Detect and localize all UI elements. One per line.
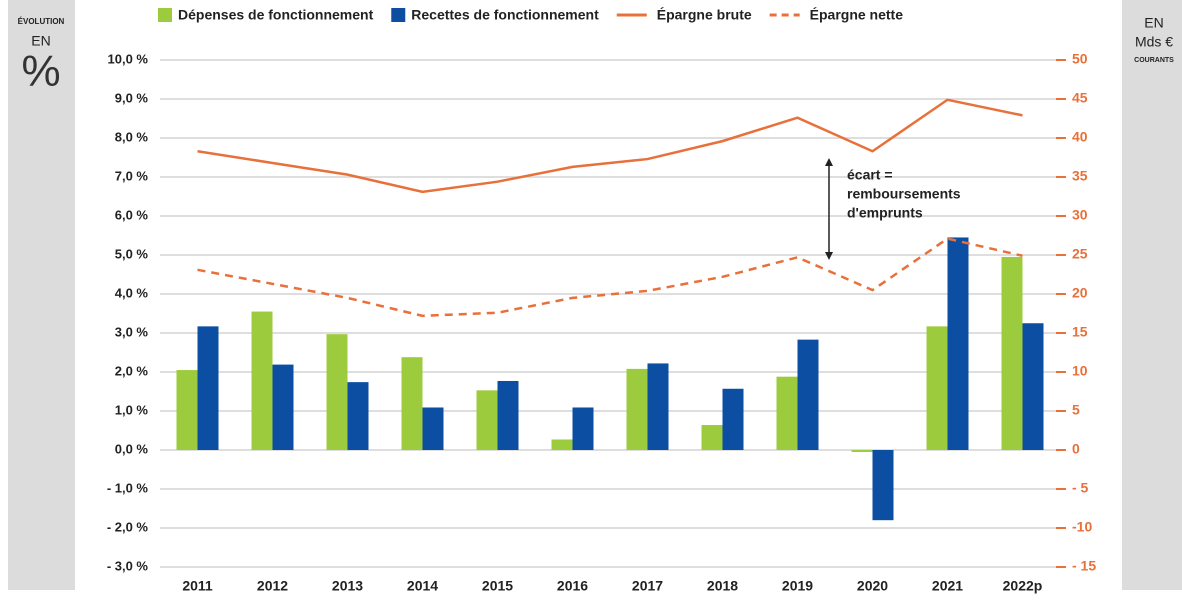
y-tick-label: 9,0 % <box>115 90 149 105</box>
x-tick-label: 2022p <box>1003 578 1043 594</box>
y-tick-label: - 1,0 % <box>107 480 149 495</box>
legend-label: Épargne brute <box>657 7 752 23</box>
bar <box>776 376 798 450</box>
y2-tick-label: 40 <box>1072 129 1088 145</box>
y-tick-label: 10,0 % <box>108 51 149 66</box>
y2-label-line: COURANTS <box>1134 57 1174 64</box>
line <box>197 237 1023 318</box>
bar <box>251 311 273 450</box>
bar <box>497 380 519 450</box>
bar <box>947 237 969 450</box>
y-tick-label: 5,0 % <box>115 246 149 261</box>
legend-label: Dépenses de fonctionnement <box>178 7 374 23</box>
bar <box>401 357 423 450</box>
y-label-line: ÉVOLUTION <box>18 17 65 26</box>
y-tick-label: 3,0 % <box>115 324 149 339</box>
y-tick-label: 6,0 % <box>115 207 149 222</box>
bar <box>197 326 219 450</box>
y2-tick-label: 20 <box>1072 285 1088 301</box>
y2-label-line: EN <box>1144 15 1163 31</box>
bar <box>272 364 294 450</box>
y2-tick-label: -10 <box>1072 519 1092 535</box>
bar <box>626 368 648 450</box>
y2-tick-label: 0 <box>1072 441 1080 457</box>
y2-tick-label: - 15 <box>1072 558 1096 574</box>
x-tick-label: 2021 <box>932 578 963 594</box>
x-tick-label: 2014 <box>407 578 438 594</box>
bar <box>701 425 723 450</box>
x-tick-label: 2017 <box>632 578 663 594</box>
y-tick-label: 8,0 % <box>115 129 149 144</box>
y-tick-label: 2,0 % <box>115 363 149 378</box>
y2-tick-label: - 5 <box>1072 480 1089 496</box>
x-tick-label: 2016 <box>557 578 588 594</box>
y2-tick-label: 30 <box>1072 207 1088 223</box>
x-tick-label: 2013 <box>332 578 363 594</box>
x-tick-label: 2019 <box>782 578 813 594</box>
line <box>197 98 1023 194</box>
y-tick-label: 1,0 % <box>115 402 149 417</box>
bar <box>176 370 198 450</box>
left-panel <box>8 0 75 590</box>
x-tick-label: 2015 <box>482 578 513 594</box>
y2-tick-label: 25 <box>1072 246 1088 262</box>
y2-label-line: Mds € <box>1135 34 1173 50</box>
y2-tick-label: 15 <box>1072 324 1088 340</box>
bar <box>551 439 573 450</box>
bar <box>851 450 873 452</box>
x-tick-label: 2012 <box>257 578 288 594</box>
bar <box>1022 323 1044 450</box>
y2-tick-label: 45 <box>1072 90 1088 106</box>
legend-label: Épargne nette <box>810 7 904 23</box>
x-tick-label: 2011 <box>182 578 213 594</box>
y2-tick-label: 50 <box>1072 51 1088 67</box>
y-tick-label: 7,0 % <box>115 168 149 183</box>
legend-label: Recettes de fonctionnement <box>411 7 599 23</box>
y-tick-label: 0,0 % <box>115 441 149 456</box>
x-tick-label: 2018 <box>707 578 738 594</box>
y-tick-label: - 3,0 % <box>107 558 149 573</box>
x-tick-label: 2020 <box>857 578 888 594</box>
bar <box>647 363 669 450</box>
y2-tick-label: 35 <box>1072 168 1088 184</box>
legend-swatch <box>391 8 406 22</box>
y-tick-label: 4,0 % <box>115 285 149 300</box>
annotation-text: écart = <box>847 167 893 183</box>
bar <box>326 334 348 450</box>
annotation-text: remboursements <box>847 186 961 202</box>
y-tick-label: - 2,0 % <box>107 519 149 534</box>
bar <box>926 326 948 450</box>
y2-tick-label: 10 <box>1072 363 1088 379</box>
bar <box>347 382 369 450</box>
bar <box>797 339 819 450</box>
bar <box>722 388 744 450</box>
y-label-line: % <box>21 47 60 96</box>
bar <box>1001 256 1023 450</box>
bar <box>572 407 594 450</box>
bar <box>422 407 444 450</box>
bar <box>872 450 894 521</box>
right-panel <box>1122 0 1182 590</box>
y2-tick-label: 5 <box>1072 402 1080 418</box>
y-label-line: EN <box>31 33 50 49</box>
annotation-text: d'emprunts <box>847 205 923 221</box>
bar <box>476 390 498 450</box>
legend-swatch <box>158 8 172 22</box>
